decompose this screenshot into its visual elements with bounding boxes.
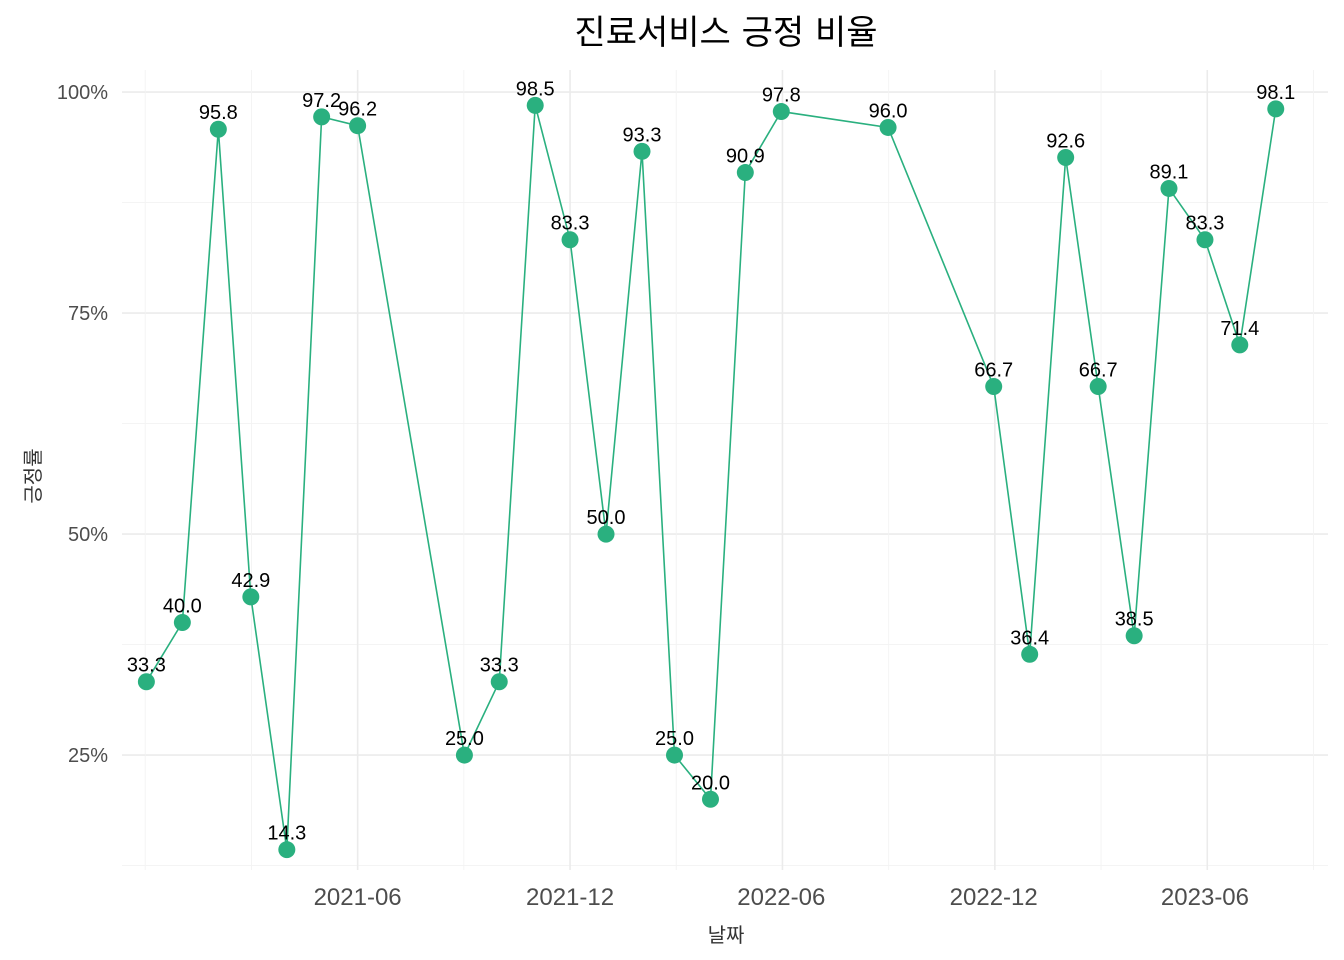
- data-point: [666, 746, 684, 764]
- data-labels: 33.3 40.0 95.8 42.9 14.3 97.296.2 25.0 33.3 98.5…: [127, 78, 1295, 844]
- y-axis-label: 긍정률: [21, 448, 45, 503]
- data-label: 97.8: [762, 85, 801, 107]
- data-point: [736, 164, 754, 182]
- x-tick-label: 2022-06: [737, 884, 825, 911]
- data-point: [879, 118, 897, 136]
- x-tick-label: 2021-12: [526, 884, 614, 911]
- y-tick-label: 100%: [57, 82, 108, 104]
- data-point: [455, 746, 473, 764]
- y-tick-label: 75%: [68, 303, 108, 325]
- data-label: 98.5: [516, 78, 555, 100]
- data-point: [701, 790, 719, 808]
- x-tick-label: 2021-06: [314, 884, 402, 911]
- data-label: 38.5: [1115, 609, 1154, 631]
- data-point: [526, 96, 544, 114]
- data-point: [1196, 231, 1214, 249]
- data-point: [278, 841, 296, 859]
- data-label: 25.0: [655, 728, 694, 750]
- data-label: 33.3: [480, 655, 519, 677]
- data-point: [1231, 336, 1249, 354]
- data-label: 97.2: [302, 90, 341, 112]
- data-point: [985, 377, 1003, 395]
- data-point: [209, 120, 227, 138]
- data-point: [137, 673, 155, 691]
- data-label: 83.3: [1185, 213, 1224, 235]
- data-point: [242, 588, 260, 606]
- data-label: 95.8: [199, 102, 238, 124]
- data-label: 93.3: [623, 124, 662, 146]
- data-label: 90.9: [726, 146, 765, 168]
- data-point: [490, 673, 508, 691]
- data-label: 66.7: [1079, 359, 1118, 381]
- data-point: [561, 231, 579, 249]
- data-point: [173, 613, 191, 631]
- data-label: 98.1: [1256, 82, 1295, 104]
- data-point: [633, 142, 651, 160]
- y-tick-label: 50%: [68, 524, 108, 546]
- data-point: [1125, 627, 1143, 645]
- data-label: 89.1: [1150, 161, 1189, 183]
- data-point: [349, 117, 367, 135]
- data-label: 66.7: [974, 359, 1013, 381]
- grid-lines: [122, 70, 1328, 870]
- data-point: [1089, 377, 1107, 395]
- data-label: 36.4: [1010, 627, 1049, 649]
- data-label: 96.2: [338, 99, 377, 121]
- data-point: [1160, 179, 1178, 197]
- data-label: 50.0: [587, 507, 626, 529]
- data-label: 42.9: [231, 570, 270, 592]
- y-tick-label: 25%: [68, 745, 108, 767]
- data-point: [597, 525, 615, 543]
- data-label: 96.0: [869, 100, 908, 122]
- data-point: [1267, 100, 1285, 118]
- data-point: [1057, 149, 1075, 167]
- y-axis-ticks: 25% 50% 75% 100%: [57, 82, 108, 767]
- data-label: 20.0: [691, 772, 730, 794]
- data-label: 40.0: [163, 595, 202, 617]
- x-tick-label: 2022-12: [950, 884, 1038, 911]
- data-point: [313, 108, 331, 126]
- data-label: 14.3: [267, 823, 306, 845]
- data-label: 92.6: [1046, 131, 1085, 153]
- data-point: [1021, 645, 1039, 663]
- x-axis-ticks: 2021-06 2021-12 2022-06 2022-12 2023-06: [314, 884, 1249, 911]
- data-points: [137, 96, 1285, 859]
- data-point: [772, 103, 790, 121]
- data-label: 83.3: [551, 213, 590, 235]
- data-label: 25.0: [445, 728, 484, 750]
- data-label: 71.4: [1220, 318, 1259, 340]
- x-tick-label: 2023-06: [1161, 884, 1249, 911]
- x-axis-label: 날짜: [708, 923, 745, 947]
- chart-title: 진료서비스 긍정 비율: [574, 13, 877, 53]
- data-label: 33.3: [127, 655, 166, 677]
